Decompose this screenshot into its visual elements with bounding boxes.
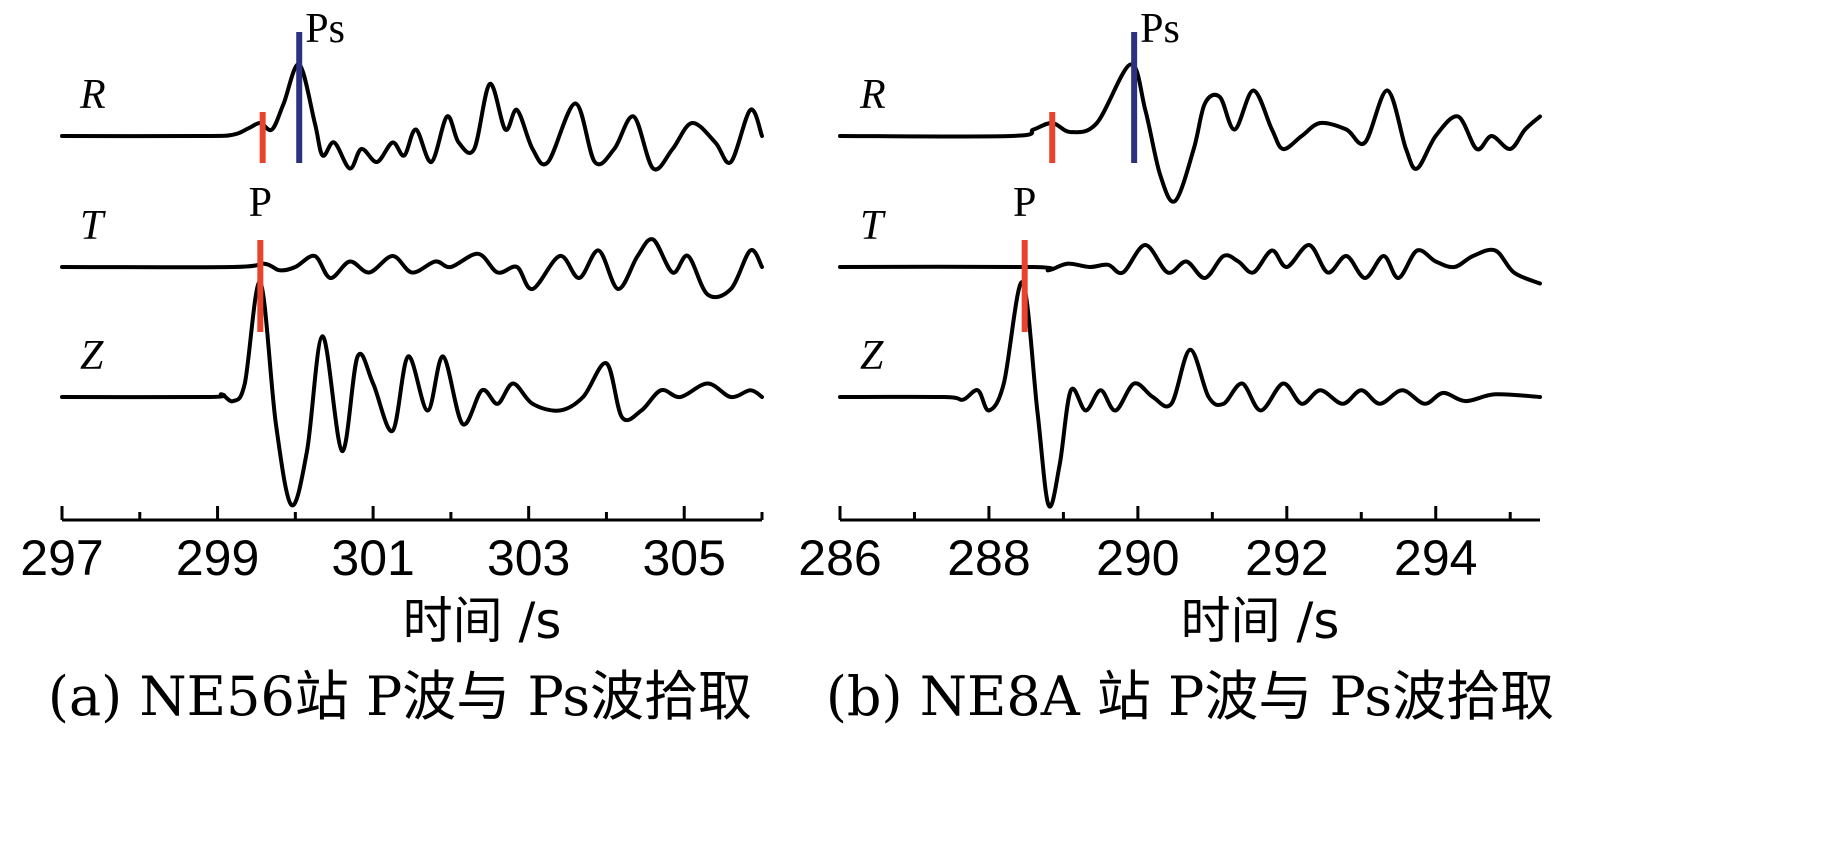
x-tick-label: 294	[1394, 530, 1477, 586]
trace-R-label: R	[79, 72, 106, 118]
x-tick-label: 288	[947, 530, 1030, 586]
x-axis-title: 时间 /s	[1181, 592, 1340, 650]
trace-T-label: T	[860, 203, 886, 249]
x-tick-label: 292	[1245, 530, 1328, 586]
x-tick-label: 305	[643, 530, 726, 586]
trace-R-line	[838, 62, 1542, 204]
panel-caption: (b) NE8A 站 P波与 Ps波拾取	[826, 665, 1554, 728]
pick-Ps-label: Ps	[305, 6, 345, 52]
panel-a: R T Z P Ps 297 299 301 303 305 时间 /s (a) NE56站 P波与 …	[20, 6, 764, 728]
x-tick-label: 303	[487, 530, 570, 586]
trace-R-label: R	[859, 72, 886, 118]
trace-T-label: T	[80, 203, 106, 249]
x-tick-label: 301	[331, 530, 414, 586]
pick-P-label: P	[249, 180, 272, 226]
x-tick-label: 297	[20, 530, 103, 586]
trace-T-line	[838, 243, 1542, 286]
trace-Z-line	[838, 280, 1542, 509]
trace-R-line	[60, 62, 764, 172]
trace-Z-label: Z	[80, 333, 104, 379]
trace-Z-line	[60, 280, 764, 508]
trace-T-line	[60, 237, 764, 300]
pick-Ps-label: Ps	[1140, 6, 1180, 52]
x-axis-title: 时间 /s	[403, 592, 562, 650]
x-tick-label: 290	[1096, 530, 1179, 586]
x-tick-label: 299	[176, 530, 259, 586]
trace-Z-label: Z	[860, 333, 884, 379]
pick-P-label: P	[1013, 180, 1036, 226]
panel-caption: (a) NE56站 P波与 Ps波拾取	[48, 665, 752, 728]
x-tick-label: 286	[798, 530, 881, 586]
panel-b: R T Z P Ps 286 288 290 292 294 时间 /s (b) NE8A 站 P波与…	[798, 6, 1554, 728]
